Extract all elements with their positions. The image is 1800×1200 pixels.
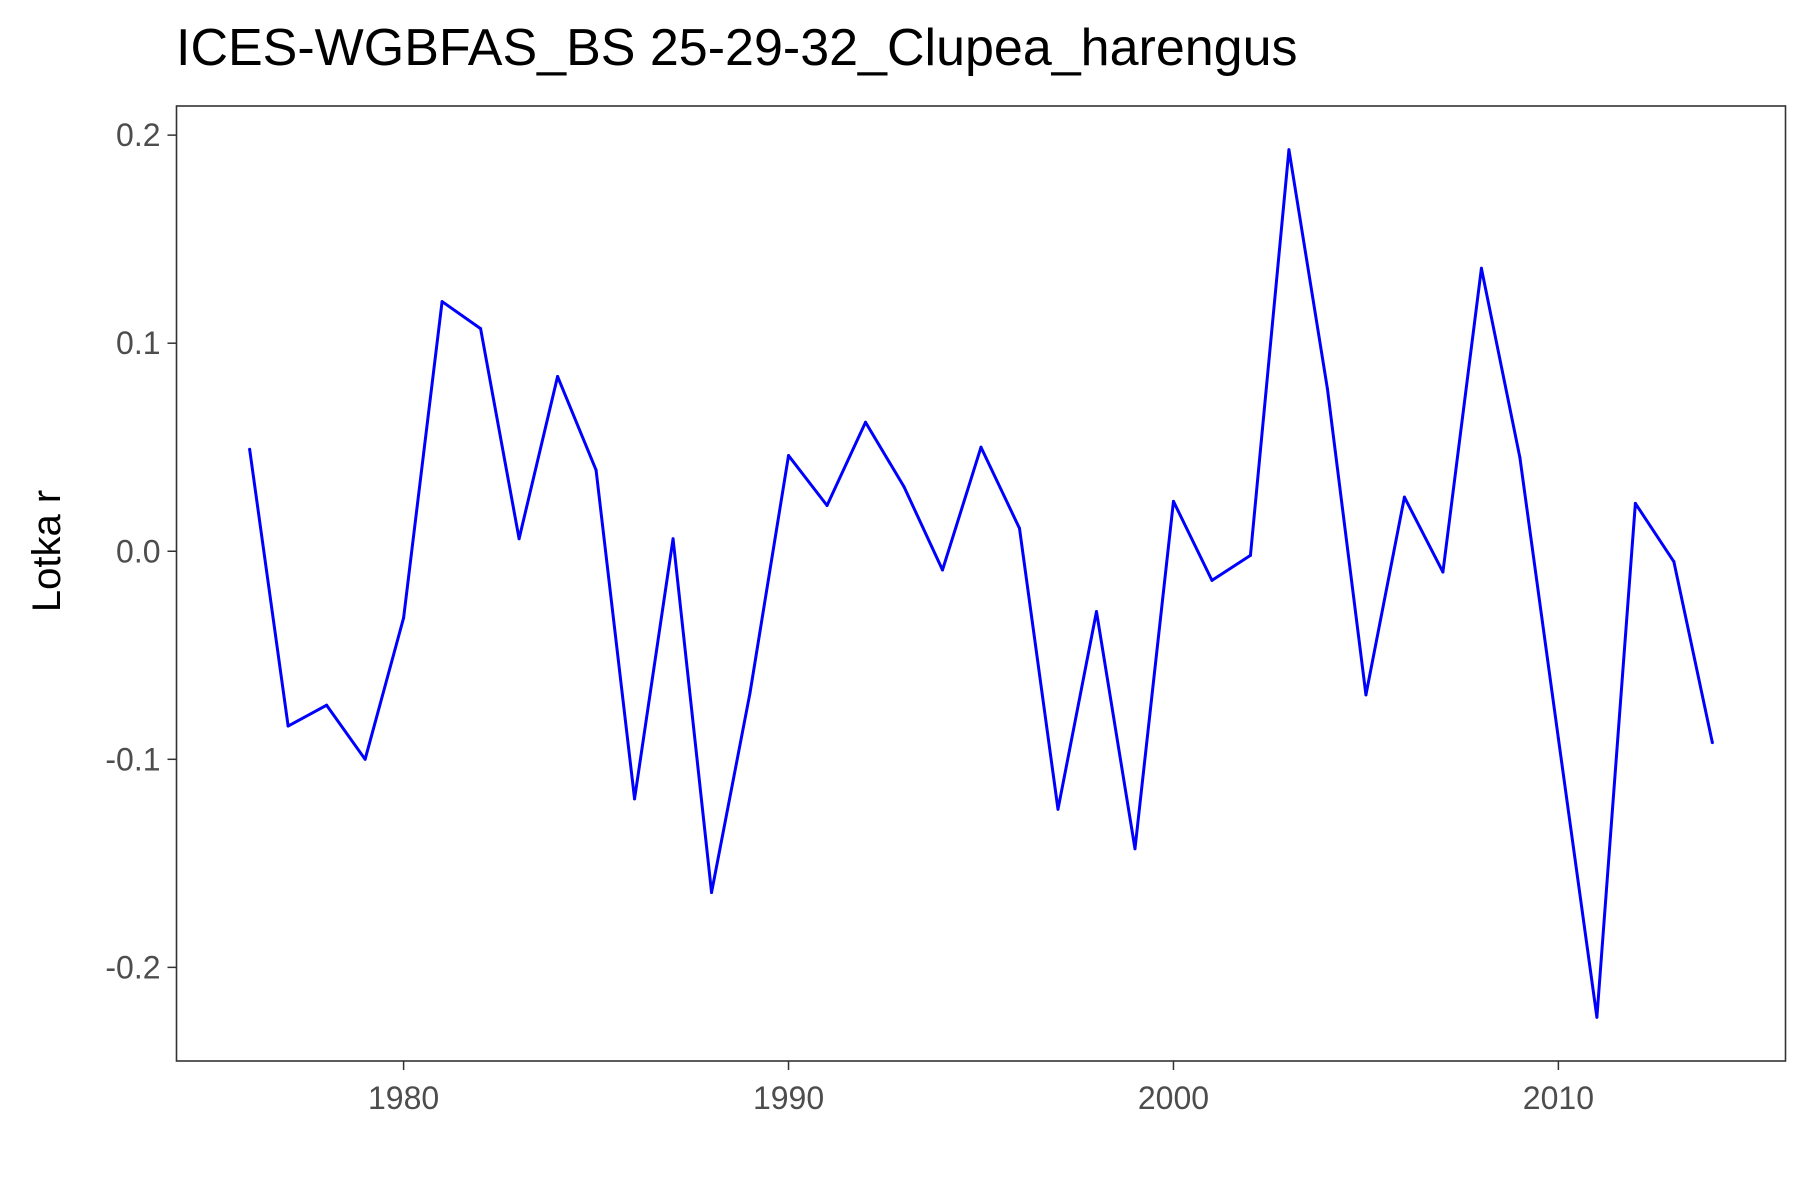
- data-point: [1518, 456, 1522, 460]
- x-tick-label: 2000: [1138, 1080, 1209, 1116]
- data-point: [1171, 499, 1175, 503]
- data-point: [1441, 570, 1445, 574]
- data-point: [979, 445, 983, 449]
- y-tick-label: 0.0: [116, 533, 160, 569]
- data-point: [1133, 847, 1137, 851]
- y-tick-label: 0.2: [116, 117, 160, 153]
- data-point: [1287, 148, 1291, 152]
- data-point: [748, 691, 752, 695]
- data-point: [402, 616, 406, 620]
- data-point: [1017, 526, 1021, 530]
- chart-title: ICES-WGBFAS_BS 25-29-32_Clupea_harengus: [176, 19, 1298, 77]
- data-point: [517, 537, 521, 541]
- y-tick-label: -0.2: [105, 949, 160, 985]
- data-point: [286, 724, 290, 728]
- data-point: [1364, 693, 1368, 697]
- data-point: [325, 703, 329, 707]
- plot-panel: [175, 105, 1787, 1062]
- data-point: [1248, 553, 1252, 557]
- series-points: [248, 148, 1714, 1019]
- data-point: [1710, 741, 1714, 745]
- y-axis-title: Lotka r: [25, 490, 69, 612]
- x-axis: 1980 1990 2000 2010: [368, 1061, 1594, 1116]
- data-point: [594, 468, 598, 472]
- data-point: [787, 454, 791, 458]
- data-point: [941, 568, 945, 572]
- data-point: [1633, 501, 1637, 505]
- data-point: [825, 503, 829, 507]
- x-tick-label: 1980: [368, 1080, 439, 1116]
- x-tick-label: 1990: [753, 1080, 824, 1116]
- data-point: [1556, 737, 1560, 741]
- y-tick-label: -0.1: [105, 741, 160, 777]
- data-point: [671, 537, 675, 541]
- data-point: [479, 327, 483, 331]
- data-point: [710, 890, 714, 894]
- data-point: [1479, 266, 1483, 270]
- y-axis: 0.2 0.1 0.0 -0.1 -0.2: [105, 117, 177, 985]
- data-point: [1595, 1015, 1599, 1019]
- data-point: [1402, 495, 1406, 499]
- data-point: [363, 757, 367, 761]
- data-point: [440, 300, 444, 304]
- data-point: [1672, 560, 1676, 564]
- data-point: [1056, 807, 1060, 811]
- data-point: [1094, 610, 1098, 614]
- data-point: [902, 485, 906, 489]
- x-tick-label: 2010: [1523, 1080, 1594, 1116]
- data-point: [1210, 578, 1214, 582]
- data-point: [864, 420, 868, 424]
- data-point: [248, 447, 252, 451]
- data-point: [633, 797, 637, 801]
- y-tick-label: 0.1: [116, 325, 160, 361]
- data-point: [1325, 387, 1329, 391]
- data-point: [556, 374, 560, 378]
